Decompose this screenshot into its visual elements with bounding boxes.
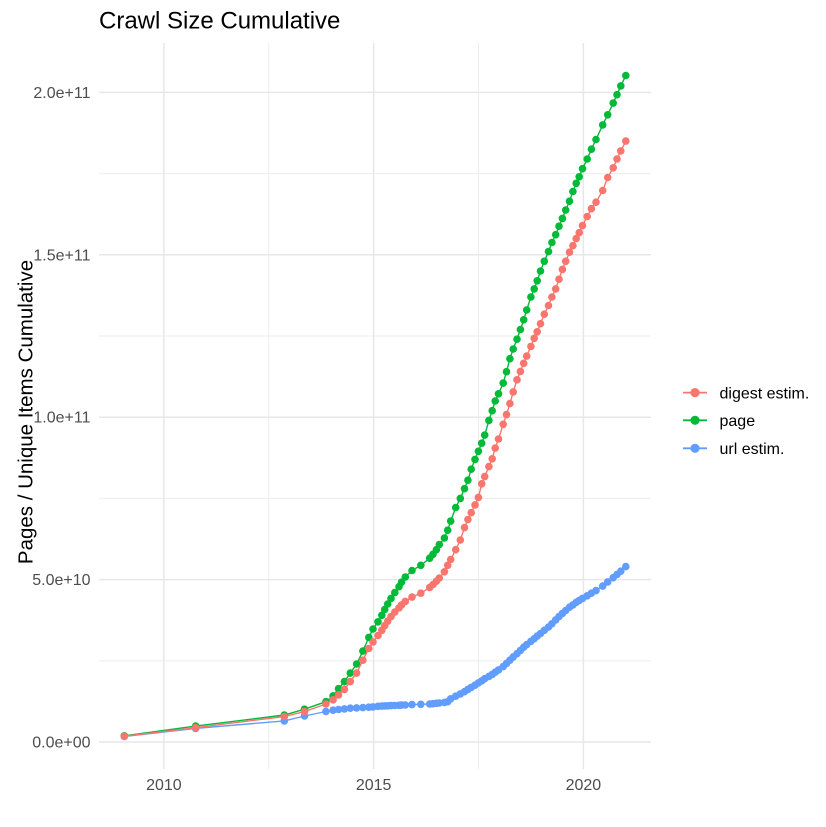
svg-text:5.0e+10: 5.0e+10: [32, 572, 90, 589]
svg-text:2015: 2015: [356, 777, 392, 794]
svg-text:digest estim.: digest estim.: [720, 385, 810, 402]
svg-text:2.0e+11: 2.0e+11: [33, 85, 90, 102]
svg-text:1.5e+11: 1.5e+11: [33, 247, 90, 264]
svg-text:0.0e+00: 0.0e+00: [32, 735, 90, 752]
svg-text:page: page: [720, 413, 756, 430]
svg-text:2020: 2020: [566, 777, 602, 794]
svg-text:Crawl Size Cumulative: Crawl Size Cumulative: [99, 8, 340, 35]
svg-text:1.0e+11: 1.0e+11: [33, 410, 90, 427]
svg-text:2010: 2010: [146, 777, 182, 794]
svg-text:url estim.: url estim.: [720, 441, 785, 458]
svg-text:Pages / Unique Items Cumulativ: Pages / Unique Items Cumulative: [15, 260, 38, 564]
